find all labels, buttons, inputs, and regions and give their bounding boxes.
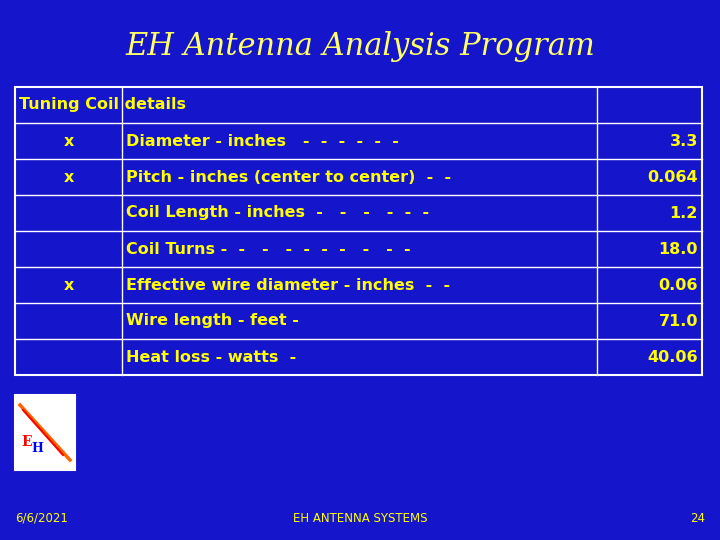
- Text: 24: 24: [690, 511, 705, 524]
- Bar: [15, 395, 75, 470]
- Text: EH Antenna Analysis Program: EH Antenna Analysis Program: [125, 31, 595, 63]
- Text: H: H: [31, 442, 43, 455]
- Text: E: E: [22, 435, 32, 449]
- Bar: [15, 87, 702, 375]
- Text: 3.3: 3.3: [670, 133, 698, 148]
- Text: Heat loss - watts  -: Heat loss - watts -: [126, 349, 296, 364]
- Text: Coil Length - inches  -   -   -   -  -  -: Coil Length - inches - - - - - -: [126, 206, 429, 220]
- Text: Tuning Coil details: Tuning Coil details: [19, 98, 186, 112]
- Text: Coil Turns -  -   -   -  -  -  -   -   -  -: Coil Turns - - - - - - - - - -: [126, 241, 410, 256]
- Text: Wire length - feet -: Wire length - feet -: [126, 314, 299, 328]
- Text: 0.064: 0.064: [647, 170, 698, 185]
- Text: 18.0: 18.0: [659, 241, 698, 256]
- Text: Diameter - inches   -  -  -  -  -  -: Diameter - inches - - - - - -: [126, 133, 399, 148]
- Text: x: x: [63, 278, 73, 293]
- Text: x: x: [63, 133, 73, 148]
- Text: 1.2: 1.2: [670, 206, 698, 220]
- Text: Effective wire diameter - inches  -  -: Effective wire diameter - inches - -: [126, 278, 450, 293]
- Text: 40.06: 40.06: [647, 349, 698, 364]
- Text: 71.0: 71.0: [659, 314, 698, 328]
- Text: x: x: [63, 170, 73, 185]
- Text: EH ANTENNA SYSTEMS: EH ANTENNA SYSTEMS: [293, 511, 427, 524]
- Text: 6/6/2021: 6/6/2021: [15, 511, 68, 524]
- Text: Pitch - inches (center to center)  -  -: Pitch - inches (center to center) - -: [126, 170, 451, 185]
- Text: 0.06: 0.06: [659, 278, 698, 293]
